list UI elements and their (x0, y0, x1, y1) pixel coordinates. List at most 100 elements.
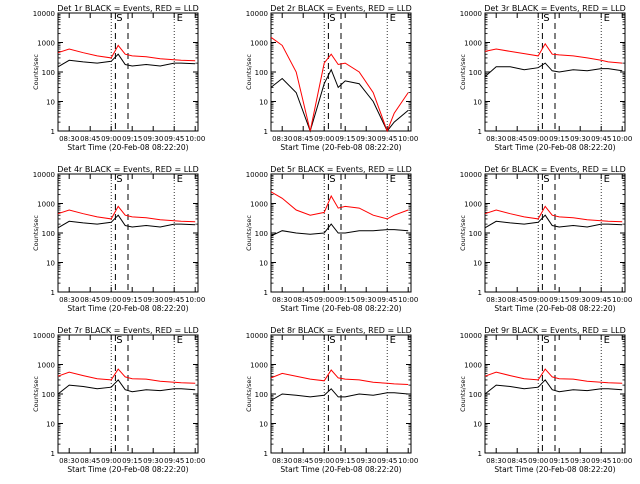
x-tick-label: 09:30 (570, 135, 590, 143)
y-tick-label: 1 (478, 450, 482, 458)
y-tick-label: 100 (255, 230, 268, 238)
lld-series-line (57, 44, 196, 62)
y-tick-label: 10 (473, 99, 482, 107)
x-tick-label: 09:30 (143, 457, 163, 465)
events-series-line (484, 214, 623, 229)
panel-title: Det 3r BLACK = Events, RED = LLD (484, 4, 626, 13)
y-tick-label: 1000 (37, 201, 55, 209)
y-axis-label: Counts/sec (32, 376, 40, 412)
y-tick-label: 100 (255, 391, 268, 399)
x-tick-label: 08:30 (486, 457, 506, 465)
y-tick-label: 1000 (464, 362, 482, 370)
x-tick-label: 10:00 (185, 457, 205, 465)
lld-series-line (57, 205, 196, 223)
events-series-line (484, 379, 623, 395)
x-tick-label: 09:30 (570, 296, 590, 304)
y-axis-label: Counts/sec (459, 54, 467, 90)
x-tick-label: 09:15 (549, 457, 569, 465)
lld-series-line (484, 368, 623, 384)
y-tick-label: 10 (259, 99, 268, 107)
x-tick-label: 08:45 (507, 135, 527, 143)
lld-series-line (57, 368, 196, 384)
y-axis-label: Counts/sec (459, 376, 467, 412)
x-axis-label: Start Time (20-Feb-08 08:22:20) (494, 143, 615, 152)
x-tick-label: 08:45 (507, 457, 527, 465)
start-marker-label: S (116, 13, 122, 24)
x-tick-label: 08:45 (80, 296, 100, 304)
start-marker-label: S (329, 13, 335, 24)
panel-title: Det 8r BLACK = Events, RED = LLD (270, 326, 412, 335)
x-tick-label: 09:15 (335, 296, 355, 304)
x-tick-label: 10:00 (612, 135, 632, 143)
x-tick-label: 10:00 (612, 296, 632, 304)
x-tick-label: 09:15 (122, 457, 142, 465)
y-tick-label: 10 (473, 421, 482, 429)
y-tick-label: 1000 (464, 40, 482, 48)
x-tick-label: 09:45 (377, 296, 397, 304)
x-tick-label: 09:45 (591, 457, 611, 465)
y-tick-label: 100 (42, 69, 55, 77)
x-tick-label: 10:00 (185, 135, 205, 143)
end-marker-label: E (604, 13, 610, 24)
x-tick-label: 08:30 (59, 135, 79, 143)
x-tick-label: 08:45 (293, 296, 313, 304)
panel-title: Det 9r BLACK = Events, RED = LLD (484, 326, 626, 335)
y-tick-label: 1 (51, 128, 55, 136)
y-tick-label: 100 (42, 230, 55, 238)
start-marker-label: S (543, 335, 549, 346)
x-tick-label: 08:45 (80, 135, 100, 143)
y-tick-label: 10000 (33, 171, 55, 179)
panel-title: Det 5r BLACK = Events, RED = LLD (270, 165, 412, 174)
y-tick-label: 1000 (464, 201, 482, 209)
x-tick-label: 08:30 (272, 457, 292, 465)
events-series-line (57, 379, 196, 395)
x-tick-label: 09:00 (101, 135, 121, 143)
panel-title: Det 2r BLACK = Events, RED = LLD (270, 4, 412, 13)
x-tick-label: 09:15 (549, 135, 569, 143)
y-tick-label: 1000 (37, 362, 55, 370)
y-tick-label: 1 (478, 289, 482, 297)
x-tick-label: 09:00 (528, 135, 548, 143)
x-tick-label: 10:00 (398, 296, 418, 304)
panel-title: Det 4r BLACK = Events, RED = LLD (57, 165, 199, 174)
x-tick-label: 09:00 (101, 296, 121, 304)
x-tick-label: 08:45 (507, 296, 527, 304)
y-tick-label: 100 (255, 69, 268, 77)
y-tick-label: 10 (473, 260, 482, 268)
x-tick-label: 09:00 (528, 296, 548, 304)
x-tick-label: 09:45 (377, 457, 397, 465)
events-series-line (270, 388, 409, 401)
y-axis-label: Counts/sec (245, 54, 253, 90)
y-tick-label: 10000 (33, 332, 55, 340)
events-series-line (484, 62, 623, 77)
x-tick-label: 08:45 (293, 457, 313, 465)
x-tick-label: 09:30 (143, 296, 163, 304)
end-marker-label: E (604, 174, 610, 185)
events-series-line (57, 214, 196, 229)
lld-series-line (484, 42, 623, 64)
x-axis-label: Start Time (20-Feb-08 08:22:20) (280, 143, 401, 152)
y-tick-label: 100 (42, 391, 55, 399)
y-tick-label: 1000 (250, 40, 268, 48)
start-marker-label: S (329, 174, 335, 185)
y-tick-label: 10000 (460, 171, 482, 179)
y-axis-label: Counts/sec (459, 215, 467, 251)
x-tick-label: 09:15 (122, 135, 142, 143)
x-tick-label: 08:30 (486, 296, 506, 304)
x-tick-label: 08:30 (272, 296, 292, 304)
x-tick-label: 09:30 (570, 457, 590, 465)
y-tick-label: 1 (264, 128, 268, 136)
end-marker-label: E (177, 335, 183, 346)
y-tick-label: 10 (46, 260, 55, 268)
end-marker-label: E (177, 174, 183, 185)
x-tick-label: 09:45 (164, 135, 184, 143)
x-tick-label: 09:45 (164, 296, 184, 304)
